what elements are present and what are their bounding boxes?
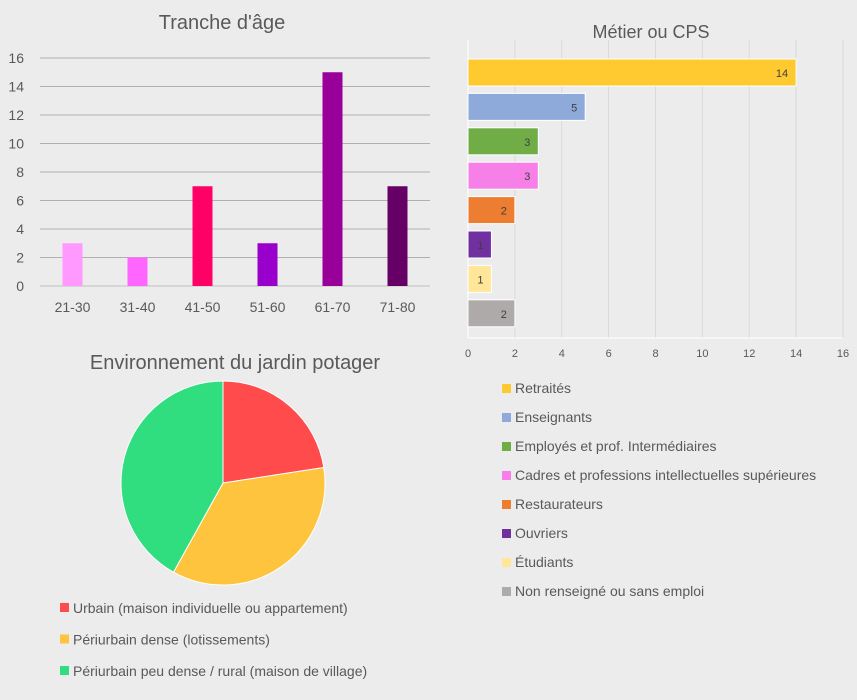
data-label: 1 [477, 240, 483, 252]
y-tick-label: 16 [8, 50, 24, 66]
legend-label: Enseignants [515, 409, 592, 425]
data-label: 2 [501, 206, 507, 218]
legend-label: Cadres et professions intellectuelles su… [515, 467, 816, 483]
legend-label: Retraités [515, 380, 571, 396]
legend-label: Non renseigné ou sans emploi [515, 583, 704, 599]
x-tick-label: 0 [465, 348, 471, 360]
data-label: 1 [477, 274, 483, 286]
bar-51-60 [257, 243, 278, 286]
bar-7 [467, 299, 516, 328]
pie-slice-1 [172, 466, 326, 586]
bar-3 [467, 161, 539, 190]
x-tick-label: 2 [512, 348, 518, 360]
pie-slice-0 [222, 380, 325, 484]
cps-chart-title: Métier ou CPS [592, 22, 709, 42]
legend-swatch [502, 384, 511, 393]
x-tick-label: 51-60 [250, 299, 286, 315]
bar-4 [467, 196, 516, 225]
data-label: 14 [776, 68, 788, 80]
legend-swatch [502, 500, 511, 509]
legend-swatch [502, 529, 511, 538]
y-tick-label: 2 [16, 250, 24, 266]
legend-swatch [502, 471, 511, 480]
bar-6 [467, 264, 492, 293]
legend-label: Restaurateurs [515, 496, 603, 512]
x-tick-label: 41-50 [185, 299, 221, 315]
bar-71-80 [387, 186, 408, 286]
x-tick-label: 10 [696, 348, 708, 360]
x-tick-label: 12 [743, 348, 755, 360]
y-tick-label: 0 [16, 278, 24, 294]
bar-41-50 [192, 186, 213, 286]
bar-5 [467, 230, 492, 259]
bar-2 [467, 127, 539, 156]
legend-label: Étudiants [515, 554, 573, 570]
x-tick-label: 8 [652, 348, 658, 360]
legend-label: Ouvriers [515, 525, 568, 541]
data-label: 3 [524, 171, 530, 183]
legend-swatch [502, 558, 511, 567]
x-tick-label: 61-70 [315, 299, 351, 315]
bar-61-70 [322, 72, 343, 286]
x-tick-label: 14 [790, 348, 802, 360]
bar-21-30 [62, 243, 83, 286]
x-tick-label: 31-40 [120, 299, 156, 315]
data-label: 5 [571, 102, 577, 114]
legend-swatch [60, 634, 69, 644]
legend-label: Employés et prof. Intermédiaires [515, 438, 717, 454]
pie-slice-2 [120, 380, 224, 573]
legend-swatch [502, 442, 511, 451]
legend-label: Périurbain peu dense / rural (maison de … [73, 663, 367, 679]
data-label: 3 [524, 137, 530, 149]
y-tick-label: 14 [8, 79, 24, 95]
x-tick-label: 21-30 [55, 299, 91, 315]
y-tick-label: 12 [8, 107, 24, 123]
x-tick-label: 71-80 [380, 299, 416, 315]
x-tick-label: 4 [559, 348, 565, 360]
bar-1 [467, 92, 586, 121]
pie-chart-title: Environnement du jardin potager [90, 352, 381, 374]
legend-label: Urbain (maison individuelle ou apparteme… [73, 600, 348, 616]
age-chart-title: Tranche d'âge [159, 12, 286, 34]
y-tick-label: 8 [16, 164, 24, 180]
legend-swatch [60, 603, 69, 612]
bar-0 [467, 58, 797, 87]
data-label: 2 [501, 309, 507, 321]
x-tick-label: 6 [606, 348, 612, 360]
legend-swatch [502, 587, 511, 596]
x-tick-label: 16 [837, 348, 849, 360]
legend-swatch [502, 413, 511, 422]
legend-swatch [60, 666, 69, 675]
y-tick-label: 10 [8, 136, 24, 152]
y-tick-label: 6 [16, 193, 24, 209]
bar-31-40 [127, 257, 148, 286]
legend-label: Périurbain dense (lotissements) [73, 632, 270, 648]
y-tick-label: 4 [16, 221, 24, 237]
